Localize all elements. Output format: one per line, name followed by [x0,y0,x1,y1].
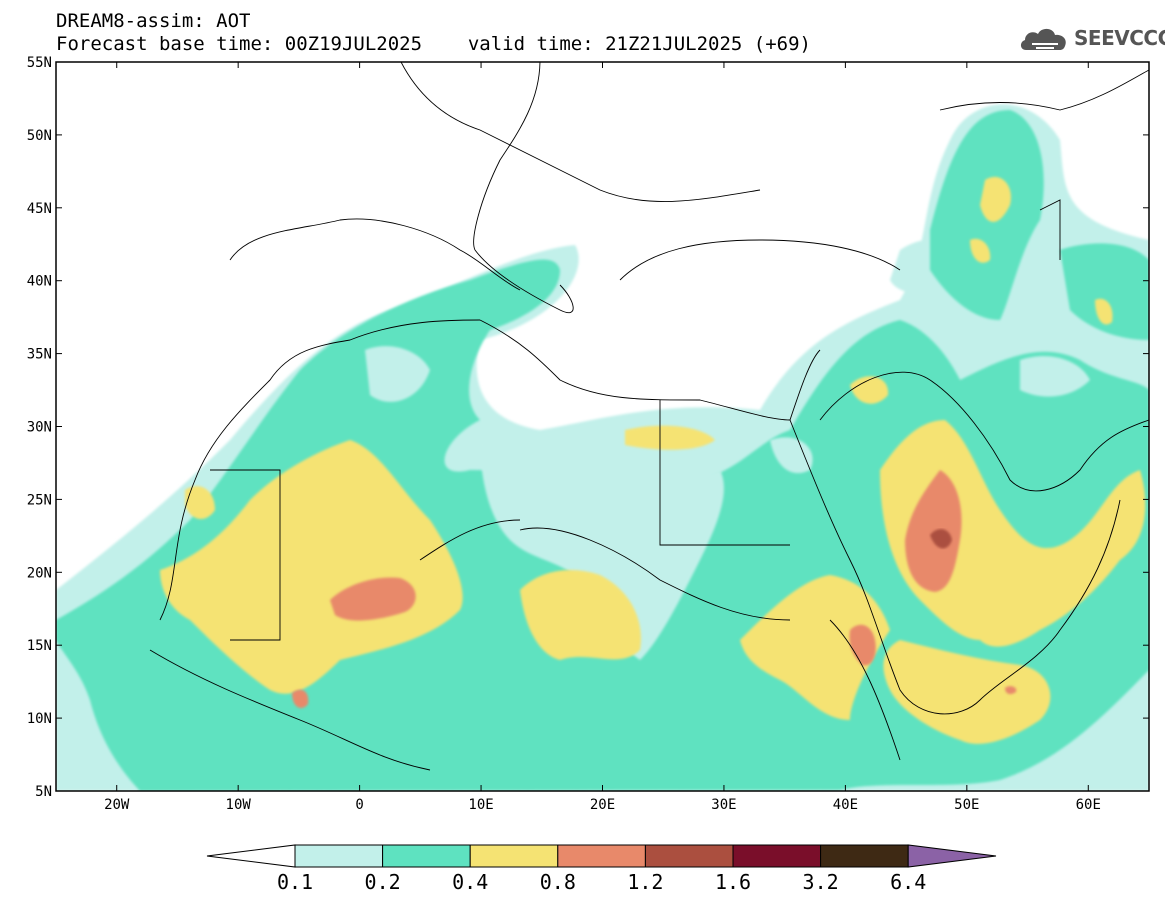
lat-tick-label: 25N [27,492,52,508]
color-legend: 0.1 0.2 0.4 0.8 1.2 1.6 3.2 6.4 [206,844,997,894]
lat-tick-label: 20N [27,565,52,581]
legend-label: 6.4 [890,870,926,894]
lon-tick-label: 10E [468,797,493,813]
lon-tick-label: 50E [954,797,979,813]
lon-tick-label: 40E [833,797,858,813]
lon-tick-label: 10W [226,797,252,813]
legend-swatch [644,844,734,868]
map-title: DREAM8-assim: AOT [56,10,251,32]
legend-label: 0.2 [365,870,401,894]
legend-swatch [294,844,384,868]
lat-tick-label: 15N [27,638,52,654]
lon-tick-label: 0 [355,797,363,813]
lat-tick-label: 55N [27,55,52,71]
forecast-base-time: Forecast base time: 00Z19JUL2025 [56,33,423,55]
lon-tick-label: 60E [1076,797,1101,813]
seevccc-logo: SEEVCCC [1018,24,1165,56]
legend-label: 0.8 [540,870,576,894]
legend-swatch [382,844,471,868]
lat-tick-label: 40N [27,274,52,290]
lon-tick-label: 20W [104,797,130,813]
lat-tick-label: 35N [27,347,52,363]
legend-swatch [732,844,822,868]
valid-time: valid time: 21Z21JUL2025 (+69) [467,33,811,55]
legend-swatch [557,844,646,868]
lon-tick-label: 20E [590,797,615,813]
lat-tick-label: 50N [27,128,52,144]
aot-map: 5N 10N 15N 20N 25N 30N 35N 40N 45N 50N 55N 20W 10W 0… [27,55,1150,813]
coastlines [149,62,1149,771]
legend-label: 3.2 [803,870,839,894]
legend-swatch [469,844,559,868]
aot-field [56,62,1149,791]
legend-arrow-high [907,844,997,868]
legend-label: 0.1 [277,870,313,894]
latitude-axis: 5N 10N 15N 20N 25N 30N 35N 40N 45N 50N 55N [27,55,1149,800]
lat-tick-label: 10N [27,711,52,727]
legend-label: 0.4 [452,870,488,894]
lat-tick-label: 5N [35,784,52,800]
lat-tick-label: 45N [27,201,52,217]
legend-label: 1.2 [627,870,663,894]
cloud-icon [1020,28,1066,50]
legend-arrow-low [206,844,296,868]
legend-label: 1.6 [715,870,751,894]
logo-text: SEEVCCC [1074,26,1165,50]
lat-tick-label: 30N [27,420,52,436]
legend-swatch [820,844,909,868]
lon-tick-label: 30E [711,797,736,813]
longitude-axis: 20W 10W 0 10E 20E 30E 40E 50E 60E [104,62,1101,813]
time-info: Forecast base time: 00Z19JUL2025 valid t… [56,33,811,55]
